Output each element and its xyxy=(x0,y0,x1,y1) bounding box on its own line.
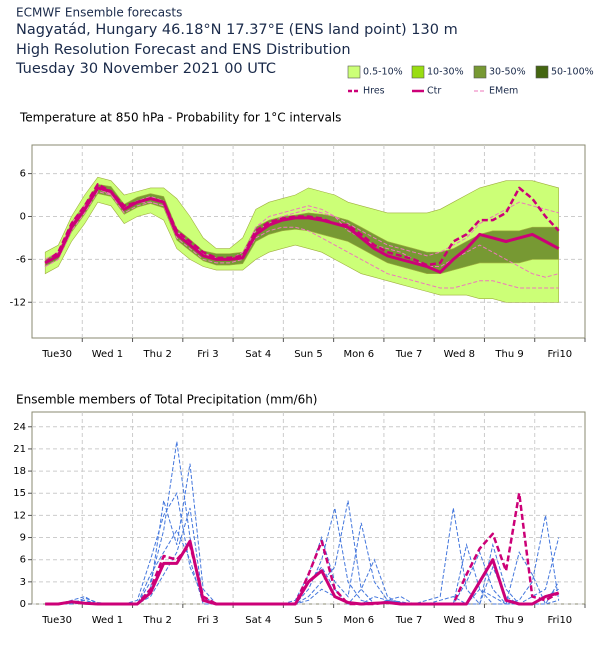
x-tick-label: Thu 2 xyxy=(143,615,172,626)
plot xyxy=(28,144,586,342)
x-tick-label: Tue 7 xyxy=(395,349,423,360)
legend-swatch xyxy=(347,65,361,79)
y-tick-label: 6 xyxy=(20,169,26,180)
legend-label: EMem xyxy=(489,86,518,97)
legend-swatch xyxy=(535,65,549,79)
member-line xyxy=(44,190,559,289)
x-tick-label: Fri10 xyxy=(548,349,573,360)
y-tick-label: -12 xyxy=(10,297,26,308)
x-tick-label: Sat 4 xyxy=(245,349,271,360)
y-tick-label: 6 xyxy=(20,555,26,566)
x-tick-label: Thu 2 xyxy=(143,349,172,360)
x-tick-label: Tue 7 xyxy=(395,615,423,626)
y-tick-label: 0 xyxy=(20,211,26,222)
y-tick-label: 0 xyxy=(20,599,26,610)
x-tick-label: Wed 8 xyxy=(444,615,475,626)
x-tick-label: Mon 6 xyxy=(343,349,374,360)
legend-label: 10-30% xyxy=(427,67,464,78)
y-tick-label: 12 xyxy=(13,510,26,521)
y-tick-label: 18 xyxy=(13,466,26,477)
x-tick-label: Wed 1 xyxy=(92,349,123,360)
chart-title: Ensemble members of Total Precipitation … xyxy=(16,393,318,407)
series-line xyxy=(44,186,560,274)
x-tick-label: Wed 8 xyxy=(444,349,475,360)
plot xyxy=(28,411,586,608)
x-tick-label: Fri10 xyxy=(548,615,573,626)
y-tick-label: 9 xyxy=(20,533,26,544)
y-tick-label: -6 xyxy=(16,254,26,265)
legend-label: Ctr xyxy=(427,86,441,97)
x-tick-label: Thu 9 xyxy=(494,349,523,360)
header-line: ECMWF Ensemble forecasts xyxy=(16,6,182,20)
x-tick-label: Mon 6 xyxy=(343,615,374,626)
legend-label: 0.5-10% xyxy=(363,67,403,78)
y-tick-label: 3 xyxy=(20,577,26,588)
x-tick-label: Wed 1 xyxy=(92,615,123,626)
x-tick-label: Tue30 xyxy=(41,349,72,360)
legend-label: 30-50% xyxy=(489,67,526,78)
legend-swatch xyxy=(411,65,425,79)
x-tick-label: Tue30 xyxy=(41,615,72,626)
x-tick-label: Sun 5 xyxy=(294,615,323,626)
x-tick-label: Thu 9 xyxy=(494,615,523,626)
header-line: High Resolution Forecast and ENS Distrib… xyxy=(16,42,351,58)
legend-swatch xyxy=(473,65,487,79)
legend-label: Hres xyxy=(363,86,385,97)
y-tick-label: 24 xyxy=(13,422,26,433)
y-tick-label: 21 xyxy=(13,444,26,455)
header-line: Tuesday 30 November 2021 00 UTC xyxy=(15,61,276,77)
y-tick-label: 15 xyxy=(13,488,26,499)
legend-label: 50-100% xyxy=(551,67,594,78)
chart-title: Temperature at 850 hPa - Probability for… xyxy=(19,111,341,125)
header-line: Nagyatád, Hungary 46.18°N 17.37°E (ENS l… xyxy=(16,22,458,38)
x-tick-label: Fri 3 xyxy=(197,615,218,626)
x-tick-label: Sun 5 xyxy=(294,349,323,360)
x-tick-label: Fri 3 xyxy=(197,349,218,360)
series-line xyxy=(45,539,560,606)
x-tick-label: Sat 4 xyxy=(245,615,271,626)
